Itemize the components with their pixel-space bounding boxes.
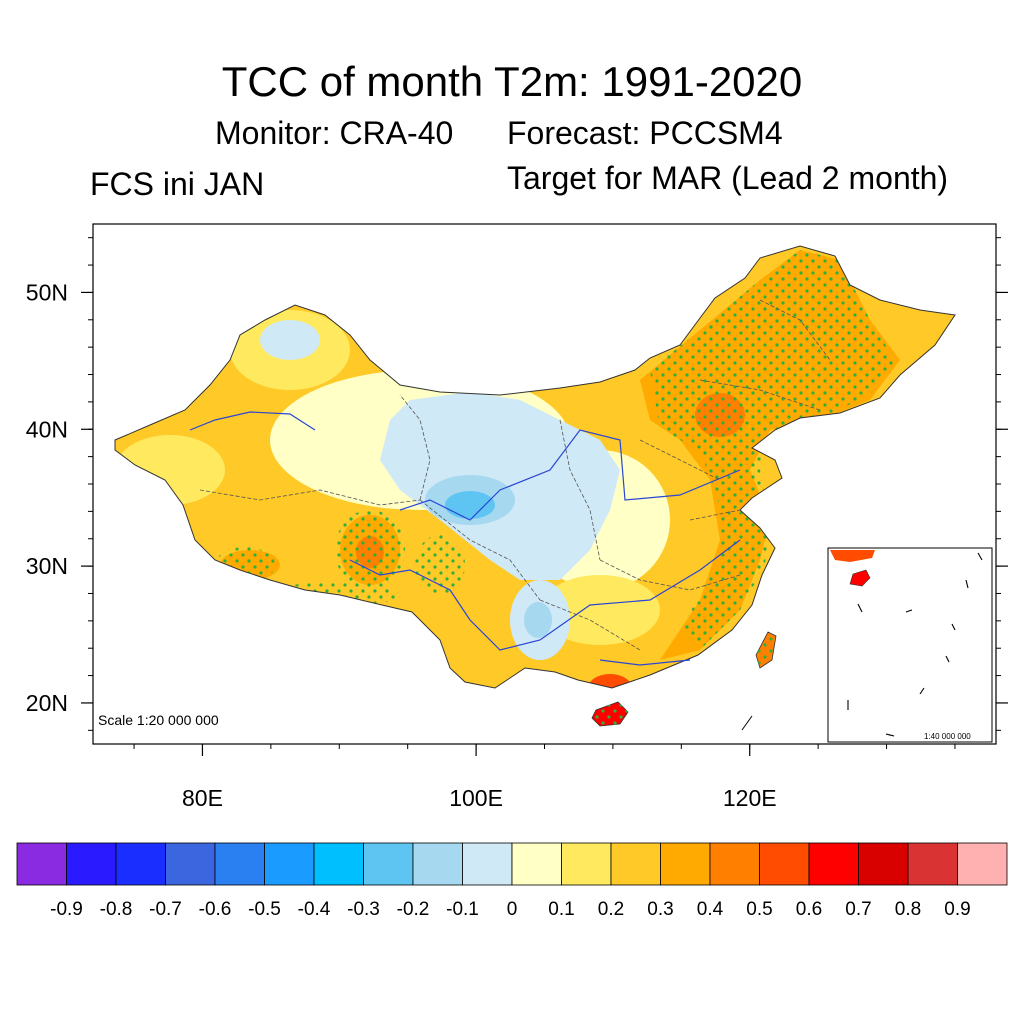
colorbar-swatch <box>16 842 67 886</box>
colorbar-label: 0.1 <box>548 899 574 920</box>
colorbar-swatch <box>957 842 1008 886</box>
colorbar-swatch <box>709 842 760 886</box>
colorbar-swatch <box>511 842 562 886</box>
colorbar-label: 0.6 <box>796 899 822 920</box>
colorbar-label: -0.6 <box>199 899 232 920</box>
scale-label: Scale 1:20 000 000 <box>98 712 219 728</box>
colorbar-swatch <box>412 842 463 886</box>
colorbar-label: -0.9 <box>50 899 83 920</box>
lon-tick-label: 120E <box>723 785 777 811</box>
colorbar-label: 0.8 <box>895 899 921 920</box>
colorbar-label: 0.9 <box>944 899 970 920</box>
colorbar-swatch <box>462 842 513 886</box>
lon-tick-label: 100E <box>449 785 503 811</box>
lat-tick-label: 20N <box>26 690 68 716</box>
china-correlation-field <box>115 246 955 688</box>
colorbar-swatch <box>66 842 117 886</box>
colorbar-label: 0.3 <box>647 899 673 920</box>
monitor-label: Monitor: CRA-40 <box>215 115 454 151</box>
colorbar-swatch <box>808 842 859 886</box>
lat-tick-label: 40N <box>26 416 68 442</box>
province-borders <box>199 299 831 651</box>
lon-tick-label: 80E <box>182 785 223 811</box>
colorbar-swatch <box>165 842 216 886</box>
colorbar-swatch <box>907 842 958 886</box>
colorbar-label: -0.8 <box>100 899 133 920</box>
rivers <box>189 411 741 666</box>
inset-scale-label: 1:40 000 000 <box>924 732 971 741</box>
colorbar-label: 0.2 <box>598 899 624 920</box>
lat-tick-label: 50N <box>26 279 68 305</box>
colorbar-swatch <box>115 842 166 886</box>
colorbar-label: 0.7 <box>845 899 871 920</box>
colorbar-swatch <box>313 842 364 886</box>
colorbar-swatch <box>660 842 711 886</box>
map-axes: 80E 100E 120E 50N 40N 30N 20N <box>26 237 1008 811</box>
colorbar-label: -0.1 <box>446 899 479 920</box>
colorbar-swatch <box>214 842 265 886</box>
colorbar-swatch <box>363 842 414 886</box>
colorbar-label: -0.2 <box>397 899 430 920</box>
forecast-label: Forecast: PCCSM4 <box>507 115 783 151</box>
colorbar-label: 0.5 <box>746 899 772 920</box>
colorbar-label: -0.4 <box>298 899 331 920</box>
colorbar: -0.9 -0.8 -0.7 -0.6 -0.5 -0.4 -0.3 -0.2 -0.1 0 0.1… <box>16 842 1008 920</box>
colorbar-label: -0.5 <box>248 899 281 920</box>
colorbar-label: -0.3 <box>347 899 380 920</box>
colorbar-swatch <box>264 842 315 886</box>
chart-title: TCC of month T2m: 1991-2020 <box>221 58 803 105</box>
colorbar-swatch <box>759 842 810 886</box>
colorbar-label: 0 <box>507 899 518 920</box>
colorbar-swatch <box>561 842 612 886</box>
south-china-sea-inset <box>827 547 993 743</box>
fcs-label: FCS ini JAN <box>90 166 265 202</box>
target-label: Target for MAR (Lead 2 month) <box>507 160 949 196</box>
colorbar-label: -0.7 <box>149 899 182 920</box>
sea-boundary-mark <box>741 715 753 731</box>
colorbar-swatch <box>610 842 661 886</box>
colorbar-swatch <box>858 842 909 886</box>
lat-tick-label: 30N <box>26 553 68 579</box>
colorbar-label: 0.4 <box>697 899 724 920</box>
